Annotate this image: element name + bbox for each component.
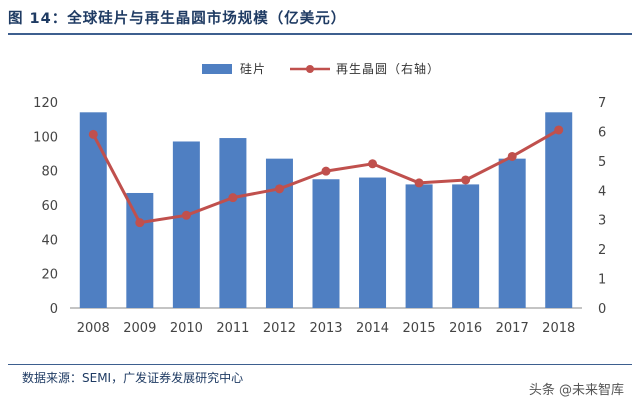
y-right-tick-label: 5 bbox=[598, 155, 606, 170]
x-tick-label: 2015 bbox=[403, 321, 436, 336]
bar bbox=[405, 184, 433, 308]
line-point bbox=[507, 151, 517, 161]
source-note: 数据来源：SEMI，广发证券发展研究中心 bbox=[22, 371, 244, 385]
x-tick-label: 2009 bbox=[123, 321, 156, 336]
axes: 0 20 40 60 80 100 120 0 1 2 3 4 5 6 7 2008 2009 2010 2011 2… bbox=[33, 96, 606, 336]
line-point bbox=[321, 166, 331, 176]
line-point bbox=[274, 184, 284, 194]
legend-label-line: 再生晶圆（右轴） bbox=[336, 61, 440, 76]
bar-series bbox=[79, 112, 573, 308]
bar bbox=[79, 112, 107, 308]
line-point bbox=[554, 125, 564, 135]
y-left-tick-label: 40 bbox=[41, 233, 58, 248]
x-tick-label: 2018 bbox=[542, 321, 575, 336]
y-right-tick-label: 1 bbox=[598, 273, 606, 288]
y-right-tick-label: 3 bbox=[598, 214, 606, 229]
y-right-tick-label: 7 bbox=[598, 96, 606, 111]
bar bbox=[452, 184, 480, 308]
line-point bbox=[181, 210, 191, 220]
legend: 硅片 再生晶圆（右轴） bbox=[202, 61, 440, 76]
line-point bbox=[88, 129, 98, 139]
y-right-tick-label: 6 bbox=[598, 125, 606, 140]
line-point bbox=[135, 218, 145, 228]
x-tick-label: 2010 bbox=[170, 321, 203, 336]
x-tick-label: 2011 bbox=[216, 321, 249, 336]
chart-title: 图 14：全球硅片与再生晶圆市场规模（亿美元） bbox=[8, 11, 347, 27]
line-series bbox=[88, 125, 564, 228]
x-tick-label: 2013 bbox=[309, 321, 342, 336]
x-tick-label: 2012 bbox=[263, 321, 296, 336]
bar bbox=[126, 192, 154, 308]
legend-marker bbox=[306, 65, 314, 73]
y-right-tick-label: 0 bbox=[598, 302, 606, 317]
line-point bbox=[368, 159, 378, 169]
y-right-tick-label: 4 bbox=[598, 184, 606, 199]
y-left-tick-label: 20 bbox=[41, 268, 58, 283]
x-tick-label: 2008 bbox=[77, 321, 110, 336]
bar bbox=[498, 158, 526, 308]
y-left-tick-label: 80 bbox=[41, 165, 58, 180]
line-point bbox=[228, 193, 238, 203]
x-tick-label: 2014 bbox=[356, 321, 389, 336]
bar bbox=[265, 158, 293, 308]
bar bbox=[172, 141, 200, 308]
title-divider bbox=[8, 33, 632, 35]
x-tick-label: 2016 bbox=[449, 321, 482, 336]
y-left-tick-label: 60 bbox=[41, 199, 58, 214]
y-left-tick-label: 120 bbox=[33, 96, 58, 111]
watermark: 头条 @未来智库 bbox=[524, 380, 628, 402]
bar bbox=[219, 138, 247, 308]
line-point bbox=[414, 178, 424, 188]
y-right-tick-label: 2 bbox=[598, 243, 606, 258]
bar bbox=[312, 179, 340, 308]
x-tick-label: 2017 bbox=[496, 321, 529, 336]
footer-divider bbox=[8, 364, 632, 365]
line-point bbox=[461, 175, 471, 185]
legend-label-bars: 硅片 bbox=[240, 62, 266, 76]
bar bbox=[545, 112, 573, 308]
chart: 硅片 再生晶圆（右轴） 0 20 40 60 80 100 120 0 1 2 3 4 5 6 7 2008 20… bbox=[33, 61, 606, 336]
bar bbox=[359, 177, 387, 308]
legend-swatch-bars bbox=[202, 64, 232, 74]
y-left-tick-label: 100 bbox=[33, 130, 58, 145]
y-left-tick-label: 0 bbox=[50, 302, 58, 317]
